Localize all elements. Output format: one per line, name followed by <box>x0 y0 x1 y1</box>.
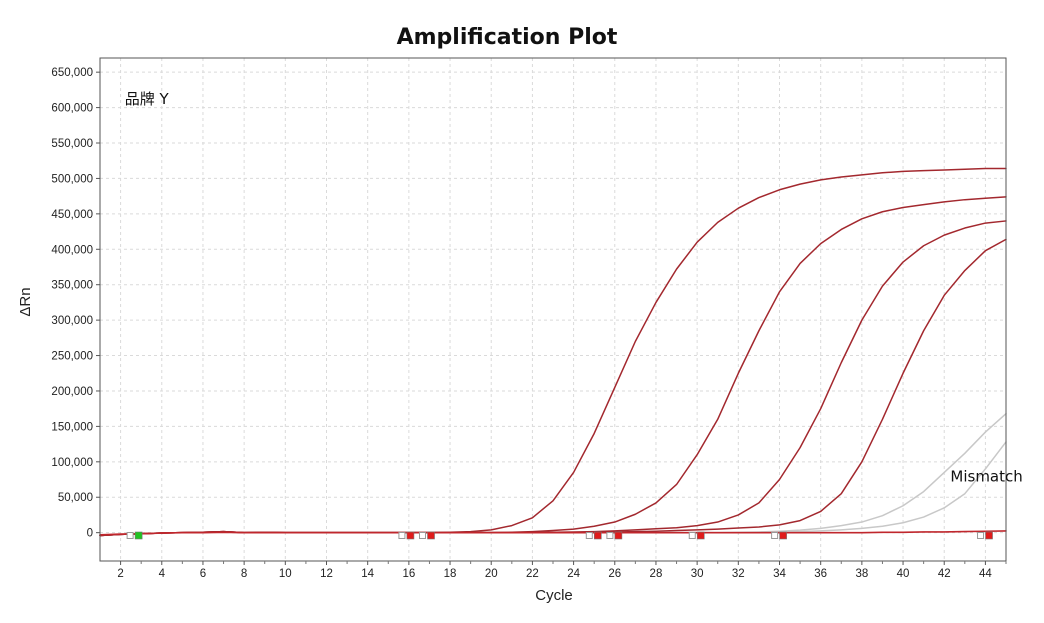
x-tick-label: 38 <box>855 568 868 580</box>
y-tick-label: 150,000 <box>51 421 93 433</box>
y-tick-label: 350,000 <box>51 280 93 292</box>
x-tick-label: 20 <box>485 568 498 580</box>
x-tick-label: 30 <box>691 568 704 580</box>
x-tick-label: 12 <box>320 568 333 580</box>
threshold-marker <box>614 531 623 540</box>
x-tick-label: 16 <box>402 568 415 580</box>
y-tick-label: 600,000 <box>51 103 93 115</box>
y-tick-label: 100,000 <box>51 457 93 469</box>
y-tick-label: 400,000 <box>51 244 93 256</box>
x-tick-label: 42 <box>938 568 951 580</box>
threshold-marker <box>985 531 993 540</box>
y-tick-label: 650,000 <box>51 67 93 79</box>
brand-annotation: 品牌 Y <box>125 90 170 108</box>
x-tick-label: 22 <box>526 568 539 580</box>
x-tick-label: 24 <box>567 568 580 580</box>
x-tick-label: 26 <box>608 568 621 580</box>
x-tick-label: 32 <box>732 568 745 580</box>
y-tick-label: 300,000 <box>51 315 93 327</box>
marker-bracket <box>585 531 593 539</box>
x-tick-label: 14 <box>361 568 374 580</box>
threshold-marker <box>406 531 415 540</box>
x-tick-label: 28 <box>650 568 663 580</box>
y-tick-label: 500,000 <box>51 173 93 185</box>
x-tick-label: 18 <box>444 568 457 580</box>
threshold-marker <box>134 531 143 540</box>
x-tick-label: 10 <box>279 568 292 580</box>
marker-bracket <box>126 531 134 539</box>
x-axis-label: Cycle <box>535 587 573 604</box>
x-tick-label: 6 <box>200 568 206 580</box>
y-tick-label: 550,000 <box>51 138 93 150</box>
baseline-curve-6 <box>99 530 1007 536</box>
mismatch-annotation: Mismatch <box>950 468 1022 486</box>
threshold-markers <box>126 531 993 540</box>
x-tick-label: 8 <box>241 568 247 580</box>
threshold-marker <box>696 531 705 540</box>
y-tick-label: 250,000 <box>51 351 93 363</box>
y-tick-label: 200,000 <box>51 386 93 398</box>
y-axis-label: ΔRn <box>17 287 34 316</box>
marker-bracket <box>606 531 614 539</box>
y-tick-label: 50,000 <box>58 492 93 504</box>
x-tick-label: 4 <box>159 568 166 580</box>
threshold-marker <box>593 531 602 540</box>
marker-bracket <box>688 531 696 539</box>
axis-ticks: 2 4 6 8 10 12 14 16 18 20 22 24 26 28 30 32 34 36 38 40 42 44… <box>51 67 1007 580</box>
marker-bracket <box>398 531 406 539</box>
x-tick-label: 44 <box>979 568 992 580</box>
x-tick-label: 40 <box>897 568 910 580</box>
marker-bracket <box>977 531 985 539</box>
marker-bracket <box>771 531 779 539</box>
marker-bracket <box>419 531 427 539</box>
y-tick-label: 450,000 <box>51 209 93 221</box>
x-tick-label: 34 <box>773 568 786 580</box>
series-lines <box>99 167 1007 537</box>
y-tick-label: 0 <box>87 528 93 540</box>
chart-title: Amplification Plot <box>397 25 618 50</box>
threshold-marker <box>779 531 787 540</box>
threshold-marker <box>427 531 435 540</box>
x-tick-label: 36 <box>814 568 827 580</box>
x-tick-label: 2 <box>117 568 123 580</box>
